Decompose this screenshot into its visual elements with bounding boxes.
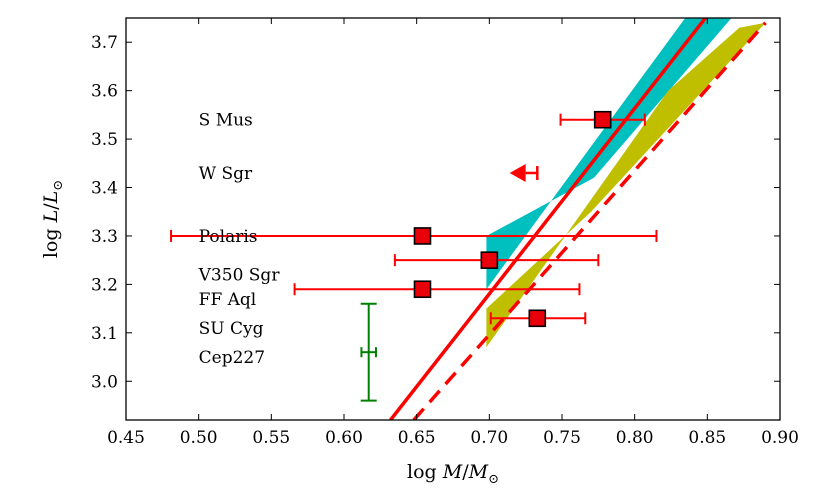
y-tick-label: 3.0 <box>91 372 118 392</box>
y-tick-label: 3.1 <box>91 324 118 344</box>
x-axis-label: log M/M⊙ <box>407 461 499 487</box>
data-point-1 <box>413 227 432 245</box>
y-tick-label: 3.3 <box>91 227 118 247</box>
x-tick-label: 0.85 <box>688 428 726 448</box>
dashed-relation-line <box>412 21 767 420</box>
x-tick-label: 0.80 <box>616 428 654 448</box>
x-tick-label: 0.75 <box>543 428 581 448</box>
upper-limit-arrowhead <box>509 163 526 182</box>
solid-relation-line <box>389 18 708 420</box>
x-tick-label: 0.55 <box>252 428 290 448</box>
plot-area <box>170 18 767 420</box>
y-tick-label: 3.6 <box>91 82 118 102</box>
star-label: W Sgr <box>199 164 253 184</box>
y-tick-label: 3.2 <box>91 275 118 295</box>
star-label: S Mus <box>199 111 253 131</box>
star-label: FF Aql <box>199 290 257 310</box>
data-point-4 <box>528 309 547 328</box>
data-point-3 <box>413 280 432 299</box>
y-tick-label: 3.7 <box>91 33 118 53</box>
x-tick-label: 0.70 <box>470 428 508 448</box>
x-tick-label: 0.50 <box>180 428 218 448</box>
y-tick-label: 3.4 <box>91 179 118 199</box>
y-tick-label: 3.5 <box>91 130 118 150</box>
x-tick-label: 0.60 <box>325 428 363 448</box>
plot-frame <box>125 17 781 421</box>
cyan-band <box>486 18 732 290</box>
star-label: V350 Sgr <box>198 266 281 286</box>
y-axis-label: log L/L⊙ <box>40 180 66 258</box>
data-point-2 <box>480 251 499 269</box>
axis-ticks: 0.45 0.50 0.55 0.60 0.65 0.70 0.75 0.80 0.85 0.90… <box>91 18 799 448</box>
star-label: Polaris <box>199 227 258 247</box>
x-tick-label: 0.90 <box>761 428 799 448</box>
data-point-0 <box>593 110 612 129</box>
x-tick-label: 0.45 <box>107 428 145 448</box>
star-label: SU Cyg <box>199 319 264 339</box>
x-tick-label: 0.65 <box>398 428 436 448</box>
star-label: Cep227 <box>199 348 265 368</box>
star-labels: S Mus W Sgr Polaris V350 Sgr FF Aql SU Cyg Cep… <box>198 111 281 368</box>
